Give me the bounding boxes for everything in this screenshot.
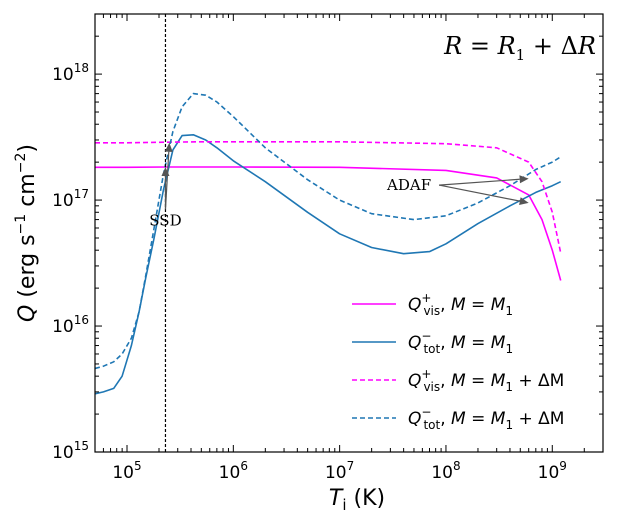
series-line-2: [95, 134, 562, 395]
annotation-layer: SSD ADAF: [149, 142, 529, 229]
series-line-4: [95, 92, 562, 370]
y-tick-label: 1015: [52, 439, 89, 463]
x-axis-label-main: T: [329, 486, 344, 511]
y-tick-label: 1018: [52, 61, 89, 85]
ticks-layer: [94, 13, 604, 453]
series-line-3: [95, 141, 562, 254]
y-axis-label: Q (erg s−1 cm−2): [13, 144, 40, 322]
legend-label-4: Q− tot, M = M1 + ΔM: [408, 405, 564, 432]
annotation-arrow-line: [164, 151, 170, 210]
x-axis-label: Ti (K): [329, 486, 385, 514]
y-axis-label-sup1: −1: [13, 214, 29, 235]
x-tick-label: 109: [538, 459, 567, 483]
y-axis-label-main: Q: [15, 305, 40, 322]
y-tick-label: 1016: [52, 313, 89, 337]
series-line-1: [95, 166, 562, 281]
annotation-arrow-head: [519, 175, 529, 184]
tick-label-layer: 105 106 107 108 109 1015 1016 1017 1018: [52, 61, 567, 483]
legend-label-3: Q+ vis, M = M1 + ΔM: [408, 367, 564, 394]
y-tick-label: 1017: [52, 187, 89, 211]
y-axis-label-unit: (erg s: [15, 234, 40, 304]
x-tick-label: 105: [112, 459, 141, 483]
annotation-label-ssd: SSD: [149, 211, 181, 229]
y-axis-label-sup2: −2: [13, 153, 29, 174]
annotation-arrow-line: [439, 178, 520, 186]
annotation-label-adaf: ADAF: [386, 176, 431, 194]
annotation-arrow-head: [164, 142, 173, 152]
x-tick-label: 106: [219, 459, 248, 483]
y-axis-label-end: ): [15, 144, 40, 153]
legend: Q+ vis, M = M1 Q− tot, M = M1 Q+ vis, M = M1 …: [352, 291, 564, 432]
legend-label-2: Q− tot, M = M1: [408, 329, 513, 356]
x-tick-label: 107: [325, 459, 354, 483]
x-axis-label-sub: i: [342, 496, 346, 514]
legend-label-1: Q+ vis, M = M1: [408, 291, 513, 318]
y-axis-label-mid: cm: [15, 173, 40, 214]
series-layer: [95, 92, 562, 395]
annotation-arrow-line: [438, 184, 520, 202]
x-tick-label: 108: [431, 459, 460, 483]
x-axis-label-unit: (K): [347, 486, 386, 511]
plot-frame: [94, 13, 604, 453]
chart-title: R = R1 + ΔR: [443, 32, 596, 64]
annotation-arrow-head: [519, 197, 529, 206]
